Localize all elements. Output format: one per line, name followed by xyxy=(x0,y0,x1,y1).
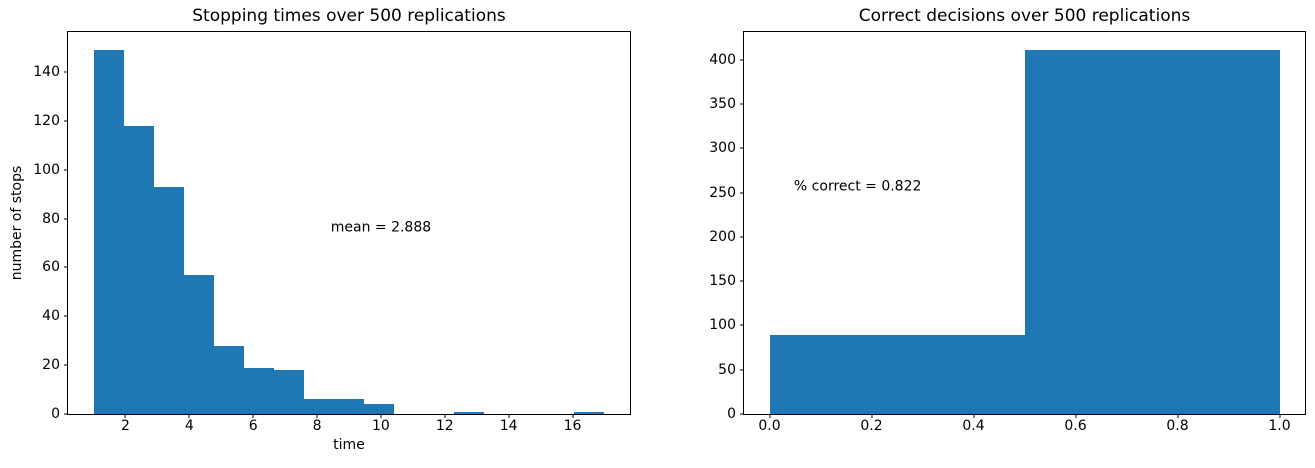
y-tick-label: 250 xyxy=(709,184,736,201)
histogram-bar xyxy=(769,335,1025,414)
x-tick-label: 12 xyxy=(435,418,454,434)
x-tick-mark xyxy=(444,414,446,418)
x-tick-label: 0.4 xyxy=(962,418,985,434)
y-tick-mark xyxy=(64,120,68,122)
x-tick-mark xyxy=(871,414,872,418)
y-tick-label: 60 xyxy=(42,259,60,276)
y-tick-label: 120 xyxy=(33,112,60,129)
histogram-bar xyxy=(333,399,365,414)
y-tick-mark xyxy=(64,266,68,268)
histogram-bar xyxy=(364,404,395,414)
x-tick-mark xyxy=(572,414,574,418)
y-tick-label: 100 xyxy=(709,317,736,334)
x-tick-mark xyxy=(1177,414,1178,418)
x-tick-label: 4 xyxy=(184,418,194,434)
y-tick-mark xyxy=(740,192,744,194)
histogram-bar xyxy=(183,274,214,414)
x-tick-mark xyxy=(124,414,126,418)
histogram-bar xyxy=(213,345,244,414)
x-tick-label: 6 xyxy=(248,418,258,434)
y-tick-label: 20 xyxy=(42,357,60,374)
histogram-bar xyxy=(454,411,485,414)
y-tick-label: 0 xyxy=(727,406,736,422)
x-tick-mark xyxy=(1075,414,1076,418)
x-tick-label: 1.0 xyxy=(1268,418,1291,434)
x-tick-label: 16 xyxy=(563,418,582,434)
y-tick-label: 200 xyxy=(709,228,736,245)
histogram-bar xyxy=(93,50,124,414)
y-tick-mark xyxy=(740,103,744,105)
y-tick-label: 150 xyxy=(709,273,736,290)
y-tick-label: 300 xyxy=(709,140,736,157)
percent-correct-annotation: % correct = 0.822 xyxy=(793,178,922,195)
histogram-bar xyxy=(273,370,304,414)
x-tick-mark xyxy=(380,414,382,418)
histogram-bar xyxy=(153,186,184,414)
y-tick-mark xyxy=(740,59,744,61)
y-tick-mark xyxy=(64,364,68,366)
x-tick-label: 2 xyxy=(121,418,130,434)
x-tick-label: 0.0 xyxy=(758,418,781,434)
y-tick-mark xyxy=(740,369,744,371)
x-tick-mark xyxy=(1279,414,1280,418)
plot-area xyxy=(744,32,1305,414)
axes-stopping-times: Stopping times over 500 replications num… xyxy=(9,6,631,453)
y-tick-mark xyxy=(64,413,68,415)
x-tick-label: 0.6 xyxy=(1064,418,1087,434)
x-tick-mark xyxy=(188,414,190,418)
x-tick-label: 0.2 xyxy=(860,418,883,434)
y-tick-mark xyxy=(64,315,68,317)
histogram-bar xyxy=(123,125,154,414)
axes-correct-decisions: Correct decisions over 500 replications … xyxy=(709,6,1306,433)
y-tick-mark xyxy=(64,71,68,73)
chart-title: Stopping times over 500 replications xyxy=(192,5,506,26)
histogram-bar xyxy=(243,367,274,414)
y-tick-label: 50 xyxy=(718,361,736,378)
histogram-bar xyxy=(303,399,334,414)
x-tick-mark xyxy=(973,414,974,418)
y-tick-label: 140 xyxy=(33,64,60,81)
x-tick-mark xyxy=(508,414,510,418)
y-tick-mark xyxy=(740,236,744,238)
x-tick-label: 0.8 xyxy=(1166,418,1189,434)
x-tick-label: 10 xyxy=(372,418,390,434)
y-axis-label: number of stops xyxy=(9,165,25,281)
x-axis-label: time xyxy=(333,437,365,453)
histogram-bar xyxy=(1024,50,1280,414)
plot-area xyxy=(68,32,630,414)
y-tick-label: 80 xyxy=(42,210,60,227)
y-tick-mark xyxy=(740,413,744,415)
histogram-bar xyxy=(574,411,605,414)
y-tick-mark xyxy=(740,147,744,149)
x-tick-mark xyxy=(252,414,254,418)
y-tick-mark xyxy=(740,324,744,326)
x-tick-mark xyxy=(769,414,770,418)
y-tick-mark xyxy=(740,280,744,282)
y-tick-mark xyxy=(64,169,68,171)
x-tick-mark xyxy=(316,414,318,418)
x-tick-label: 14 xyxy=(499,418,518,434)
y-tick-mark xyxy=(64,218,68,220)
chart-title: Correct decisions over 500 replications xyxy=(858,5,1191,26)
y-tick-label: 40 xyxy=(42,308,60,325)
y-tick-label: 400 xyxy=(709,51,736,68)
y-tick-label: 0 xyxy=(51,406,60,422)
y-tick-label: 100 xyxy=(33,161,60,178)
y-tick-label: 350 xyxy=(709,96,736,113)
mean-annotation: mean = 2.888 xyxy=(330,219,432,236)
x-tick-label: 8 xyxy=(312,418,322,434)
